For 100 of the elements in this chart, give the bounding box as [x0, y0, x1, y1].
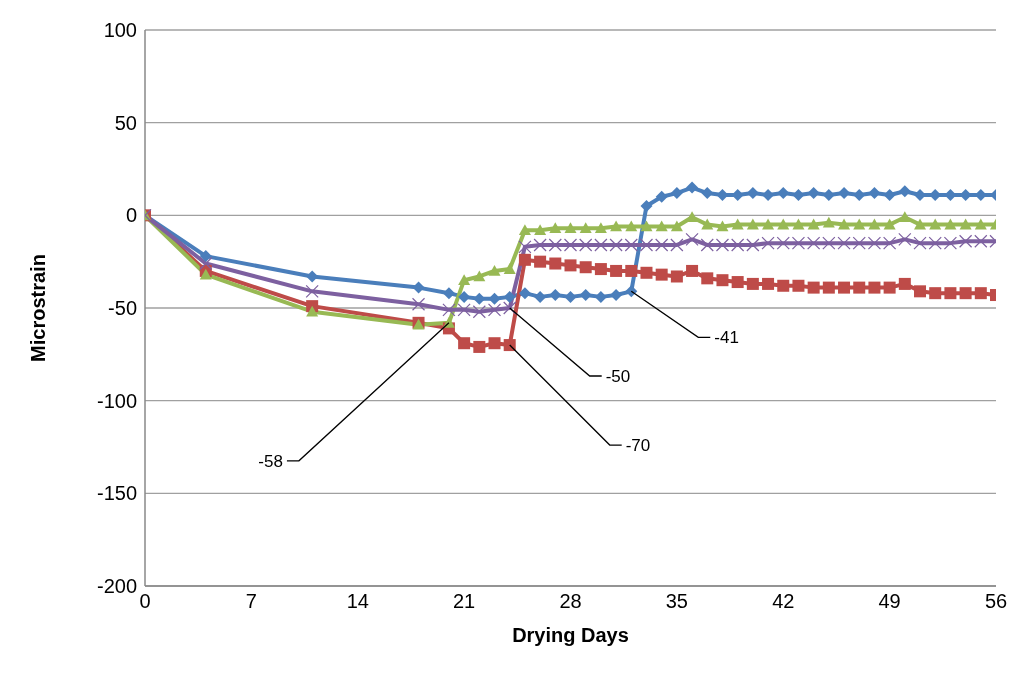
point: [746, 238, 760, 252]
point: [609, 238, 623, 252]
point: [625, 264, 638, 277]
point: [655, 220, 668, 232]
x-tick-label: 0: [139, 590, 151, 613]
point: [685, 232, 699, 247]
point: [640, 266, 653, 279]
point: [838, 281, 851, 294]
point: [761, 236, 775, 250]
y-axis-title: Microstrain: [27, 254, 50, 362]
point: [503, 290, 516, 303]
point: [579, 289, 592, 302]
point: [579, 238, 593, 252]
point: [563, 238, 578, 252]
point: [564, 222, 577, 234]
point: [928, 236, 942, 250]
point: [776, 236, 790, 250]
annotation: -58: [258, 451, 283, 471]
point: [867, 236, 882, 250]
point: [488, 337, 501, 350]
y-tick-label: 100: [103, 19, 137, 42]
point: [655, 238, 669, 252]
point: [488, 264, 501, 276]
point: [518, 224, 531, 235]
point: [548, 238, 562, 252]
point: [731, 276, 744, 289]
point: [594, 263, 607, 276]
point: [670, 220, 683, 232]
point: [442, 303, 456, 317]
x-tick-label: 7: [245, 590, 257, 613]
point: [625, 220, 638, 232]
point: [822, 216, 835, 228]
point: [974, 234, 988, 248]
point: [883, 281, 896, 294]
point: [594, 222, 607, 234]
point: [473, 270, 486, 282]
point: [883, 218, 896, 230]
point: [503, 263, 516, 274]
point: [792, 218, 805, 230]
point: [655, 268, 668, 281]
point: [731, 218, 744, 230]
point: [731, 238, 745, 252]
point: [533, 238, 547, 252]
point: [853, 218, 866, 230]
point: [822, 236, 836, 250]
point: [777, 279, 790, 292]
point: [837, 236, 851, 250]
point: [943, 236, 958, 250]
point: [579, 222, 592, 234]
point: [883, 236, 897, 250]
point: [503, 339, 516, 352]
x-axis-title: Drying Days: [512, 624, 629, 647]
point: [807, 218, 820, 230]
point: [564, 290, 577, 303]
point: [442, 287, 455, 300]
point: [777, 218, 790, 230]
point: [473, 340, 486, 353]
point: [898, 232, 912, 247]
point: [610, 289, 623, 302]
point: [610, 264, 623, 277]
point: [639, 238, 654, 252]
point: [868, 187, 881, 200]
point: [701, 218, 714, 230]
point: [807, 236, 821, 250]
y-tick-label: -50: [108, 297, 137, 320]
point: [959, 287, 972, 300]
point: [306, 305, 319, 317]
point: [534, 224, 547, 235]
point: [670, 238, 684, 252]
point: [913, 236, 927, 250]
point: [686, 264, 699, 277]
point: [458, 337, 471, 350]
annotation: -50: [605, 367, 631, 386]
point: [944, 287, 957, 300]
point: [868, 218, 881, 230]
point: [655, 190, 668, 203]
point: [716, 274, 729, 287]
point: [974, 287, 987, 300]
x-tick-label: 14: [346, 590, 369, 613]
point: [199, 268, 212, 280]
point: [199, 256, 213, 271]
point: [411, 297, 426, 311]
point: [852, 236, 866, 250]
y-tick-label: -200: [96, 575, 137, 598]
x-tick-label: 28: [559, 590, 582, 613]
point: [686, 181, 699, 194]
point: [929, 287, 942, 300]
point: [594, 238, 608, 252]
point: [944, 218, 957, 230]
point: [518, 240, 532, 254]
point: [579, 261, 592, 274]
point: [791, 236, 806, 250]
point: [898, 211, 911, 222]
point: [898, 185, 911, 198]
point: [822, 281, 835, 294]
y-tick-label: 50: [114, 111, 137, 134]
point: [898, 277, 911, 290]
point: [746, 277, 759, 290]
x-tick-label: 35: [665, 590, 688, 613]
point: [883, 188, 896, 201]
